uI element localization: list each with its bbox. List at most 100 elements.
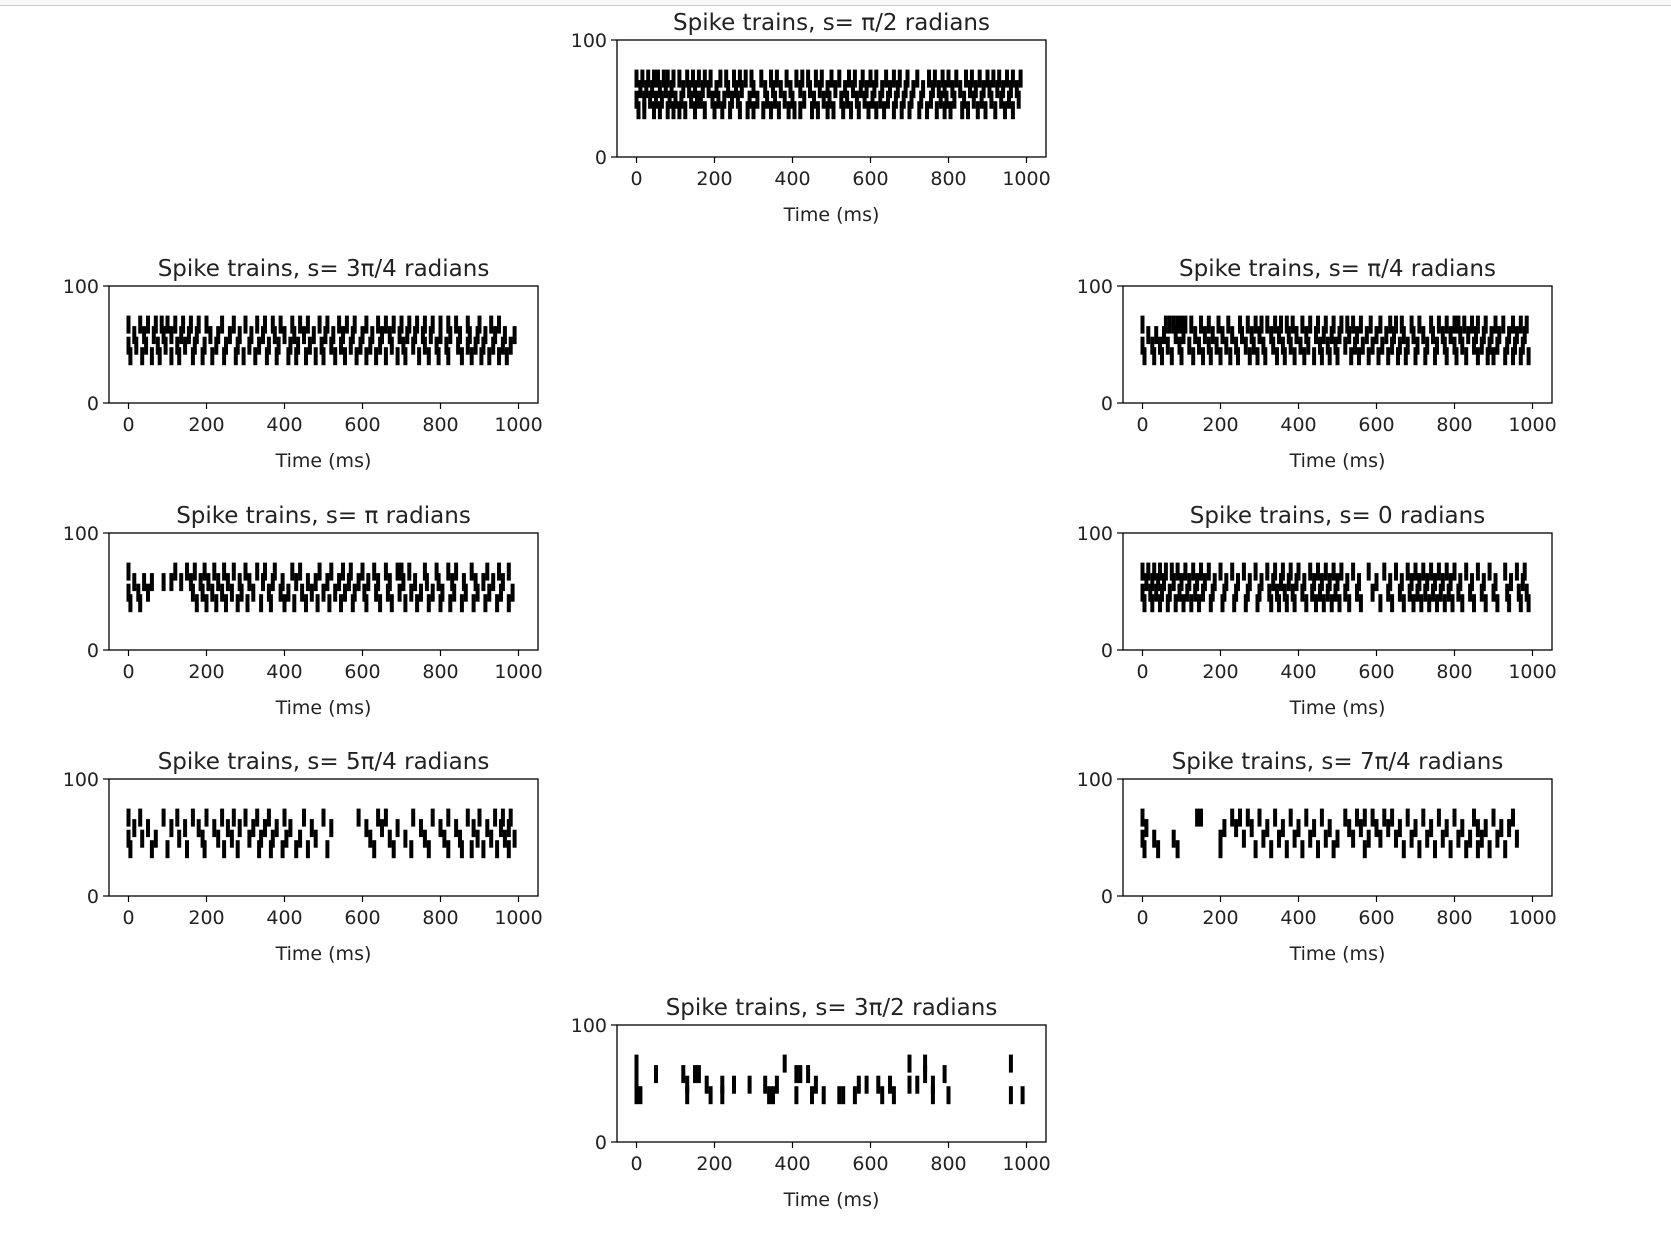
x-tick-label: 0 — [122, 661, 134, 683]
spike-mark — [634, 1054, 639, 1073]
spike-mark — [648, 90, 653, 109]
spike-mark — [304, 594, 308, 613]
spike-mark — [1493, 315, 1498, 334]
spike-mark — [1319, 808, 1324, 827]
spike-mark — [786, 101, 791, 120]
spike-mark — [225, 819, 230, 838]
spike-mark — [642, 101, 647, 120]
spike-mark — [343, 583, 347, 602]
spike-mark — [430, 315, 435, 334]
spike-mark — [1468, 829, 1473, 848]
spike-mark — [856, 101, 861, 120]
spike-mark — [1491, 347, 1496, 366]
spike-mark — [251, 583, 256, 602]
spike-mark — [235, 594, 240, 613]
spike-mark — [946, 1086, 951, 1105]
spike-mark — [936, 80, 941, 99]
chart-title: Spike trains, s= 5π/4 radians — [158, 749, 490, 775]
spike-mark — [477, 315, 482, 334]
spike-mark — [194, 594, 199, 613]
spike-mark — [274, 819, 279, 838]
spike-mark — [261, 326, 265, 345]
spike-mark — [512, 326, 517, 345]
spike-mark — [1425, 336, 1430, 355]
spike-mark — [157, 347, 162, 366]
spike-mark — [774, 69, 779, 88]
spike-mark — [155, 336, 160, 355]
spike-mark — [401, 336, 406, 355]
spike-mark — [1431, 583, 1435, 602]
spike-mark — [424, 573, 429, 592]
spike-mark — [858, 80, 863, 99]
spike-mark — [1265, 819, 1270, 838]
x-tick-label: 800 — [422, 414, 458, 436]
spike-mark — [1327, 347, 1332, 366]
spike-mark — [932, 69, 937, 88]
spike-mark — [185, 562, 189, 581]
spike-mark — [161, 808, 166, 827]
spike-mark — [309, 583, 314, 602]
spike-mark — [1273, 562, 1278, 581]
spike-mark — [253, 347, 258, 366]
spike-mark — [1142, 840, 1147, 859]
spike-mark — [888, 80, 892, 99]
spike-mark — [1397, 336, 1402, 355]
spike-mark — [413, 326, 418, 345]
spike-mark — [319, 336, 324, 355]
spike-mark — [181, 315, 186, 334]
spike-mark — [909, 90, 914, 109]
spike-mark — [419, 819, 423, 838]
spike-mark — [1337, 326, 1342, 345]
spike-mark — [245, 594, 250, 613]
spike-mark — [652, 69, 656, 88]
spike-mark — [1269, 326, 1274, 345]
spike-mark — [1442, 594, 1447, 613]
spike-mark — [378, 336, 383, 355]
spike-mark — [331, 326, 336, 345]
spike-mark — [1160, 347, 1164, 366]
spike-mark — [257, 336, 262, 355]
spike-mark — [1511, 347, 1515, 366]
x-tick-label: 600 — [1358, 907, 1394, 929]
spike-mark — [638, 1086, 643, 1105]
spike-mark — [1419, 594, 1424, 613]
spike-mark — [1378, 594, 1383, 613]
y-tick-label: 100 — [1077, 769, 1113, 791]
spike-mark — [198, 573, 203, 592]
spike-mark — [1158, 336, 1162, 355]
spike-mark — [825, 80, 830, 99]
spike-mark — [1421, 326, 1426, 345]
spike-mark — [954, 69, 959, 88]
x-tick-label: 1000 — [494, 414, 542, 436]
spike-mark — [819, 69, 824, 88]
spike-mark — [413, 573, 418, 592]
spike-mark — [995, 80, 1000, 99]
spike-mark — [737, 101, 742, 120]
spike-mark — [860, 69, 865, 88]
spike-mark — [188, 315, 193, 334]
spike-mark — [270, 829, 275, 848]
spike-mark — [1475, 840, 1480, 859]
spike-mark — [1261, 829, 1266, 848]
spike-mark — [942, 101, 947, 120]
spike-mark — [849, 101, 853, 120]
spike-mark — [710, 90, 715, 109]
spike-mark — [1183, 315, 1188, 334]
spike-mark — [376, 315, 381, 334]
spike-mark — [1189, 315, 1194, 334]
spike-mark — [1435, 594, 1439, 613]
spike-mark — [654, 1065, 658, 1084]
spike-mark — [327, 594, 332, 613]
spike-mark — [962, 90, 967, 109]
spike-mark — [1275, 583, 1279, 602]
spike-mark — [698, 90, 703, 109]
spike-mark — [1493, 573, 1498, 592]
spike-mark — [364, 347, 369, 366]
spike-mark — [735, 90, 740, 109]
x-tick-label: 600 — [344, 414, 380, 436]
spike-mark — [483, 326, 488, 345]
spike-mark — [888, 1075, 892, 1094]
spike-mark — [837, 1086, 842, 1105]
spike-mark — [1452, 808, 1457, 827]
spike-mark — [1355, 583, 1359, 602]
